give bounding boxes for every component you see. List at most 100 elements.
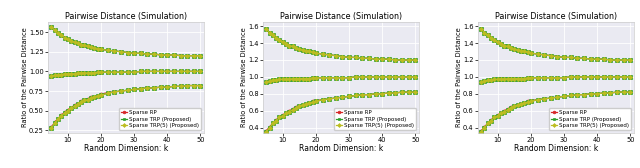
Sparse TRP(5) (Proposed) bbox=[150, 70, 158, 72]
Sparse RP bbox=[163, 54, 171, 56]
Sparse RP bbox=[266, 32, 273, 34]
Sparse TRP (Proposed) bbox=[385, 76, 393, 78]
Sparse TRP (Proposed) bbox=[507, 78, 515, 80]
Sparse TRP(5) (Proposed) bbox=[117, 71, 125, 73]
Sparse RP bbox=[299, 49, 307, 51]
Sparse RP bbox=[196, 55, 204, 57]
Sparse RP bbox=[67, 40, 75, 42]
Sparse TRP (Proposed) bbox=[143, 70, 151, 72]
Legend: Sparse RP, Sparse TRP (Proposed), Sparse TRP(5) (Proposed): Sparse RP, Sparse TRP (Proposed), Sparse… bbox=[119, 108, 201, 130]
Y-axis label: Ratio of the Pairwise Distance: Ratio of the Pairwise Distance bbox=[456, 27, 461, 127]
Sparse TRP (Proposed) bbox=[150, 70, 158, 72]
Sparse RP bbox=[312, 52, 320, 54]
Sparse RP bbox=[104, 49, 111, 51]
Sparse RP bbox=[84, 45, 92, 47]
Sparse RP bbox=[77, 44, 85, 46]
Sparse RP bbox=[319, 53, 326, 55]
Sparse TRP(5) (Proposed) bbox=[183, 70, 191, 72]
Sparse RP bbox=[61, 37, 68, 39]
Sparse TRP (Proposed) bbox=[285, 78, 293, 80]
Sparse TRP (Proposed) bbox=[262, 81, 270, 83]
Sparse TRP (Proposed) bbox=[87, 72, 95, 74]
Sparse RP bbox=[58, 34, 65, 36]
Sparse RP bbox=[70, 41, 78, 43]
Sparse TRP (Proposed) bbox=[104, 71, 111, 73]
Sparse TRP(5) (Proposed) bbox=[190, 70, 198, 72]
Sparse RP bbox=[358, 57, 366, 59]
Sparse TRP(5) (Proposed) bbox=[491, 78, 499, 80]
Sparse TRP(5) (Proposed) bbox=[299, 78, 307, 80]
Sparse TRP (Proposed) bbox=[392, 76, 399, 78]
Sparse RP bbox=[484, 34, 492, 36]
Sparse TRP(5) (Proposed) bbox=[567, 76, 575, 78]
Sparse RP bbox=[500, 45, 508, 47]
Sparse TRP(5) (Proposed) bbox=[398, 76, 406, 78]
Sparse TRP(5) (Proposed) bbox=[517, 78, 525, 80]
Sparse TRP (Proposed) bbox=[567, 76, 575, 78]
Sparse TRP (Proposed) bbox=[500, 78, 508, 80]
Sparse TRP (Proposed) bbox=[54, 74, 62, 76]
Sparse RP bbox=[352, 56, 360, 58]
Sparse TRP (Proposed) bbox=[332, 77, 340, 79]
Line: Sparse RP: Sparse RP bbox=[265, 27, 417, 61]
Sparse TRP(5) (Proposed) bbox=[70, 73, 78, 75]
Sparse TRP (Proposed) bbox=[170, 70, 178, 72]
Sparse RP bbox=[269, 34, 276, 36]
Sparse TRP (Proposed) bbox=[190, 70, 198, 72]
Sparse TRP (Proposed) bbox=[477, 81, 485, 83]
Sparse TRP (Proposed) bbox=[620, 76, 627, 78]
Sparse RP bbox=[54, 32, 62, 34]
Sparse RP bbox=[332, 55, 340, 57]
Sparse TRP (Proposed) bbox=[94, 71, 102, 73]
Sparse TRP(5) (Proposed) bbox=[405, 76, 413, 78]
Sparse RP bbox=[527, 52, 534, 54]
Sparse TRP (Proposed) bbox=[67, 73, 75, 75]
Sparse RP bbox=[150, 53, 158, 55]
Sparse RP bbox=[308, 51, 316, 53]
Legend: Sparse RP, Sparse TRP (Proposed), Sparse TRP(5) (Proposed): Sparse RP, Sparse TRP (Proposed), Sparse… bbox=[333, 108, 416, 130]
Sparse TRP (Proposed) bbox=[560, 77, 568, 79]
Sparse TRP(5) (Proposed) bbox=[177, 70, 184, 72]
Sparse TRP(5) (Proposed) bbox=[74, 72, 82, 74]
Sparse TRP(5) (Proposed) bbox=[527, 77, 534, 79]
Sparse TRP (Proposed) bbox=[266, 80, 273, 82]
Sparse TRP (Proposed) bbox=[484, 79, 492, 81]
Sparse TRP (Proposed) bbox=[196, 70, 204, 72]
Sparse TRP(5) (Proposed) bbox=[319, 77, 326, 79]
Sparse TRP (Proposed) bbox=[491, 78, 499, 80]
Sparse TRP(5) (Proposed) bbox=[296, 78, 303, 80]
Sparse TRP(5) (Proposed) bbox=[392, 76, 399, 78]
Line: Sparse TRP(5) (Proposed): Sparse TRP(5) (Proposed) bbox=[265, 75, 417, 83]
Sparse TRP(5) (Proposed) bbox=[111, 71, 118, 73]
Sparse TRP (Proposed) bbox=[554, 77, 561, 79]
Sparse TRP (Proposed) bbox=[81, 72, 88, 74]
Sparse RP bbox=[494, 41, 502, 43]
Sparse TRP(5) (Proposed) bbox=[504, 78, 511, 80]
Sparse RP bbox=[276, 39, 284, 41]
Sparse TRP(5) (Proposed) bbox=[540, 77, 548, 79]
Sparse TRP(5) (Proposed) bbox=[90, 72, 98, 74]
Sparse TRP(5) (Proposed) bbox=[345, 77, 353, 79]
Sparse TRP (Proposed) bbox=[345, 77, 353, 79]
Sparse RP bbox=[547, 55, 555, 57]
Sparse TRP(5) (Proposed) bbox=[352, 76, 360, 78]
Sparse TRP(5) (Proposed) bbox=[547, 77, 555, 79]
Sparse TRP(5) (Proposed) bbox=[292, 78, 300, 80]
Sparse TRP (Proposed) bbox=[269, 79, 276, 81]
Sparse TRP(5) (Proposed) bbox=[365, 76, 373, 78]
Sparse RP bbox=[507, 47, 515, 49]
Sparse TRP(5) (Proposed) bbox=[339, 77, 346, 79]
Sparse TRP (Proposed) bbox=[74, 72, 82, 74]
Y-axis label: Ratio of the Pairwise Distance: Ratio of the Pairwise Distance bbox=[22, 27, 28, 127]
X-axis label: Random Dimension: k: Random Dimension: k bbox=[514, 144, 598, 153]
Sparse RP bbox=[560, 56, 568, 58]
Sparse TRP (Proposed) bbox=[613, 76, 621, 78]
Sparse TRP(5) (Proposed) bbox=[627, 76, 634, 78]
Sparse TRP (Proposed) bbox=[352, 76, 360, 78]
Sparse TRP (Proposed) bbox=[339, 77, 346, 79]
Sparse RP bbox=[477, 28, 485, 30]
Sparse TRP(5) (Proposed) bbox=[308, 77, 316, 79]
Sparse TRP (Proposed) bbox=[412, 76, 419, 78]
Sparse TRP(5) (Proposed) bbox=[305, 78, 313, 80]
Sparse TRP (Proposed) bbox=[481, 80, 488, 82]
